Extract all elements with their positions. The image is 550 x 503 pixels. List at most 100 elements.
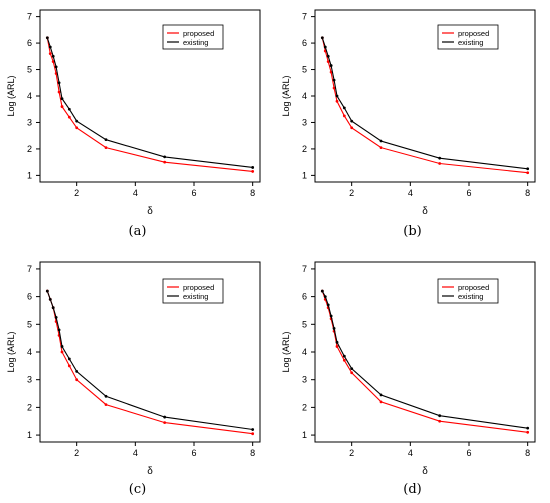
- x-tick-label: 6: [466, 188, 471, 198]
- y-tick-label: 2: [302, 402, 307, 412]
- y-tick-label: 4: [302, 347, 307, 357]
- data-point-existing: [67, 357, 71, 361]
- data-point-existing: [320, 36, 324, 40]
- data-point-existing: [320, 289, 324, 293]
- data-point-proposed: [526, 430, 530, 434]
- data-point-existing: [379, 139, 383, 143]
- y-tick-label: 5: [27, 319, 32, 329]
- x-tick-label: 2: [74, 188, 79, 198]
- y-tick-label: 7: [302, 12, 307, 22]
- chart-panel-b: 2 4 6 8 1 2 3 4 5 6 7 δ Log (ARL) proposed existing (b…: [275, 0, 550, 251]
- y-tick-label: 2: [302, 144, 307, 154]
- y-tick-label: 3: [302, 375, 307, 385]
- data-point-existing: [323, 295, 327, 299]
- x-tick-label: 6: [466, 448, 471, 458]
- legend-label-proposed: proposed: [183, 29, 214, 38]
- data-point-existing: [326, 54, 330, 58]
- x-axis-label: δ: [147, 466, 153, 477]
- panel-caption-a: (a): [128, 224, 147, 239]
- plot-frame: [314, 261, 536, 443]
- series-line-existing: [46, 37, 253, 168]
- x-tick-label: 2: [349, 448, 354, 458]
- y-tick-label: 1: [302, 430, 307, 440]
- data-point-proposed: [342, 114, 346, 118]
- legend-label-proposed: proposed: [183, 283, 214, 292]
- y-tick-label: 2: [27, 144, 32, 154]
- data-point-existing: [51, 306, 55, 310]
- legend-label-existing: existing: [183, 38, 208, 47]
- data-point-proposed: [67, 115, 71, 119]
- data-point-existing: [60, 345, 64, 348]
- data-point-existing: [51, 54, 55, 58]
- data-point-proposed: [438, 419, 442, 423]
- data-point-existing: [342, 106, 346, 110]
- x-tick-label: 8: [250, 448, 255, 458]
- legend-label-existing: existing: [458, 292, 483, 301]
- y-tick-label: 1: [302, 170, 307, 180]
- y-tick-label: 3: [27, 117, 32, 127]
- y-tick-label: 4: [302, 91, 307, 101]
- x-axis-label: δ: [422, 466, 428, 477]
- data-point-proposed: [60, 350, 64, 354]
- data-point-proposed: [350, 126, 354, 130]
- y-tick-label: 6: [27, 38, 32, 48]
- y-tick-label: 3: [27, 375, 32, 385]
- y-tick-label: 5: [302, 65, 307, 75]
- y-tick-label: 4: [27, 347, 32, 357]
- y-tick-label: 7: [27, 264, 32, 274]
- y-tick-label: 6: [302, 38, 307, 48]
- chart-panel-a: 2 4 6 8 1 2 3 4 5 6 7 δ Log (ARL) proposed existing (a…: [0, 0, 275, 251]
- series-line-proposed: [46, 37, 253, 172]
- legend-box: [437, 24, 499, 50]
- data-point-existing: [57, 328, 61, 332]
- data-point-existing: [75, 369, 79, 373]
- data-point-existing: [54, 315, 58, 319]
- data-point-existing: [163, 155, 167, 159]
- data-point-proposed: [326, 60, 330, 63]
- y-axis-label: Log (ARL): [281, 75, 291, 116]
- data-point-existing: [54, 65, 58, 69]
- x-tick-label: 2: [74, 448, 79, 458]
- x-tick-label: 6: [191, 448, 196, 458]
- y-tick-label: 6: [27, 292, 32, 302]
- y-tick-label: 1: [27, 430, 32, 440]
- legend-label-existing: existing: [183, 292, 208, 301]
- legend-box: [162, 278, 224, 304]
- series-line-existing: [321, 37, 528, 170]
- data-point-proposed: [48, 52, 52, 56]
- data-point-existing: [251, 428, 255, 431]
- x-axis-label: δ: [422, 206, 428, 217]
- y-tick-label: 5: [302, 319, 307, 329]
- panel-caption-c: (c): [128, 482, 147, 497]
- data-point-proposed: [350, 371, 354, 375]
- data-point-existing: [335, 94, 339, 98]
- x-tick-label: 4: [408, 188, 413, 198]
- legend-label-existing: existing: [458, 38, 483, 47]
- data-point-proposed: [57, 90, 61, 94]
- data-point-existing: [526, 426, 530, 430]
- y-axis-label: Log (ARL): [6, 331, 16, 372]
- data-point-existing: [326, 303, 330, 307]
- data-point-existing: [251, 166, 255, 169]
- data-point-proposed: [67, 364, 71, 368]
- data-point-proposed: [104, 146, 108, 150]
- data-point-proposed: [163, 421, 167, 425]
- data-point-proposed: [379, 146, 383, 150]
- data-point-proposed: [332, 86, 336, 90]
- data-point-proposed: [251, 170, 255, 173]
- series-line-proposed: [321, 290, 528, 433]
- plot-frame: [39, 261, 261, 443]
- legend-label-proposed: proposed: [458, 283, 489, 292]
- data-point-existing: [335, 340, 339, 344]
- data-point-existing: [350, 367, 354, 371]
- data-point-existing: [379, 393, 383, 397]
- x-tick-label: 4: [133, 188, 138, 198]
- legend-label-proposed: proposed: [458, 29, 489, 38]
- data-point-existing: [526, 167, 530, 171]
- x-tick-label: 4: [408, 448, 413, 458]
- series-line-existing: [46, 290, 253, 431]
- data-point-existing: [45, 36, 49, 40]
- data-point-proposed: [438, 162, 442, 165]
